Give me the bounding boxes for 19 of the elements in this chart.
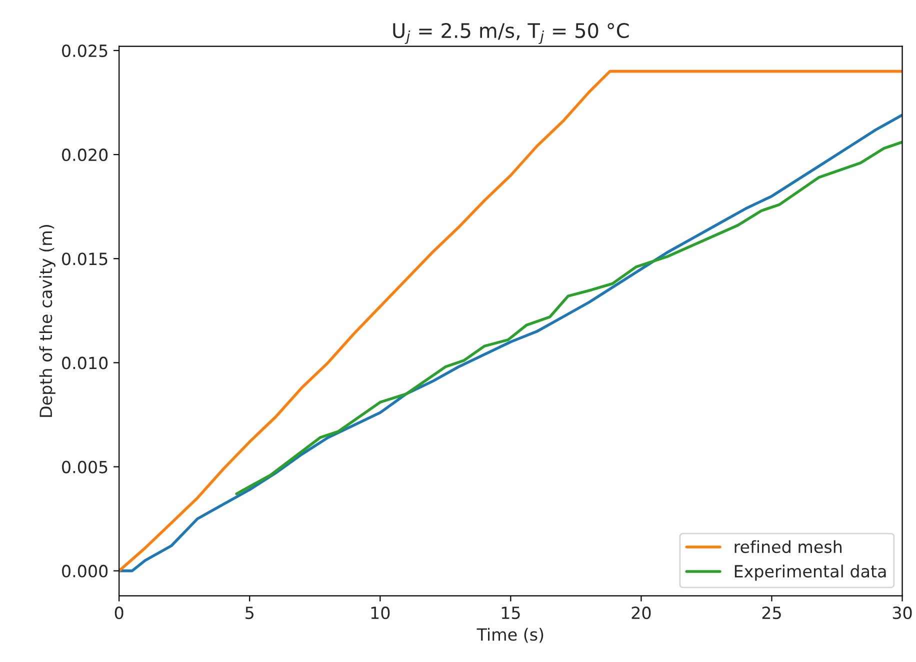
chart-title: U$_{j}$ = 2.5 m/s, T$_{j}$ = 50 °C	[393, 23, 629, 44]
x-tick-label: 25	[762, 606, 781, 620]
y-tick-label: 0.010	[62, 356, 108, 370]
x-tick-label: 15	[502, 606, 520, 620]
y-tick-label: 0.020	[62, 148, 108, 162]
x-tick-label: 20	[632, 606, 651, 620]
y-tick-label: 0.015	[62, 252, 108, 266]
legend-label: refined mesh	[734, 540, 842, 554]
x-tick-label: 10	[371, 606, 390, 620]
x-tick-label: 5	[246, 606, 254, 620]
y-axis-title: Depth of the cavity (m)	[39, 225, 56, 417]
line-series	[235, 140, 902, 496]
x-tick-label: 30	[892, 606, 912, 620]
x-tick-label: 0	[114, 606, 124, 620]
x-axis-title: Time (s)	[476, 628, 544, 643]
y-tick-label: 0.005	[62, 460, 108, 474]
y-tick-label: 0.000	[62, 564, 108, 578]
y-tick-label: 0.025	[62, 44, 108, 58]
legend-label: Experimental data	[734, 564, 886, 581]
